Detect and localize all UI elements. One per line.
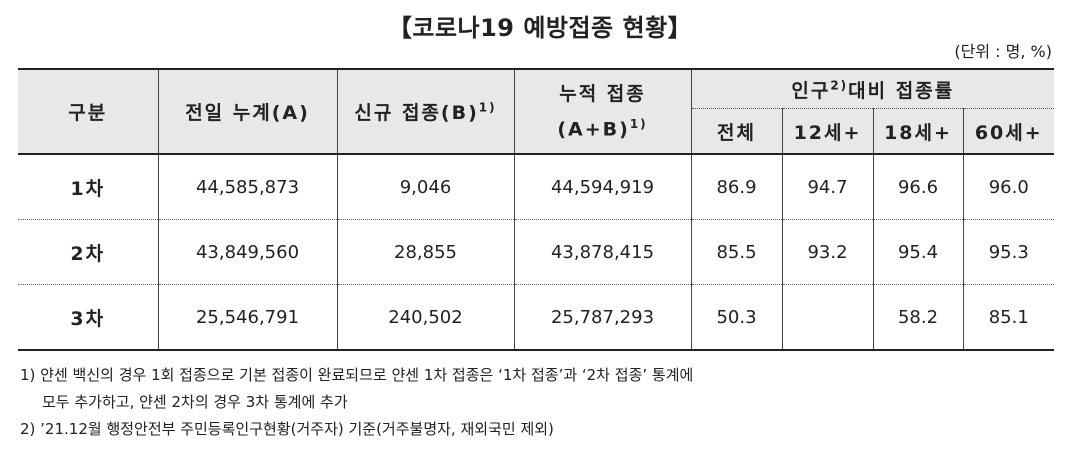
- row-category: 3차: [18, 284, 159, 351]
- footnote-1-line2: 모두 추가하고, 얀센 2차의 경우 3차 통계에 추가: [42, 393, 348, 411]
- header-rate-post: 대비 접종률: [848, 79, 955, 102]
- header-prev-total: 전일 누계(A): [157, 68, 338, 155]
- header-rate-12: 12세+: [781, 108, 874, 155]
- cell-new: 9,046: [336, 154, 515, 220]
- cell-new: 28,855: [336, 219, 515, 285]
- cell-rate-18: 96.6: [872, 154, 964, 220]
- cell-prev-total: 43,849,560: [157, 219, 338, 285]
- cell-rate-60: 85.1: [962, 284, 1055, 351]
- table-row: 1차 44,585,873 9,046 44,594,919 86.9 94.7…: [18, 154, 1055, 220]
- footnote-1-line1: 1) 얀센 백신의 경우 1회 접종으로 기본 접종이 완료되므로 얀센 1차 …: [20, 366, 694, 384]
- cell-cumulative: 44,594,919: [513, 154, 692, 220]
- row-category: 1차: [18, 154, 159, 220]
- cell-rate-60: 96.0: [962, 154, 1055, 220]
- page-title: 【코로나19 예방접종 현황】: [387, 14, 693, 42]
- header-rate-group: 인구2)대비 접종률: [690, 68, 1055, 109]
- cell-rate-18: 58.2: [872, 284, 964, 351]
- table-row: 2차 43,849,560 28,855 43,878,415 85.5 93.…: [18, 219, 1055, 285]
- cell-rate-all: 85.5: [690, 219, 783, 285]
- header-new-label: 신규 접종(B): [354, 102, 479, 124]
- header-cumulative: 누적 접종 (A+B)1): [513, 68, 692, 155]
- header-rate-pre: 인구: [791, 79, 831, 102]
- cell-rate-all: 86.9: [690, 154, 783, 220]
- footnotes: 1) 얀센 백신의 경우 1회 접종으로 기본 접종이 완료되므로 얀센 1차 …: [20, 362, 693, 443]
- cell-prev-total: 44,585,873: [157, 154, 338, 220]
- cell-cumulative: 25,787,293: [513, 284, 692, 351]
- cell-new: 240,502: [336, 284, 515, 351]
- table-row: 3차 25,546,791 240,502 25,787,293 50.3 58…: [18, 284, 1055, 351]
- header-rate-60: 60세+: [962, 108, 1055, 155]
- header-cum-sup: 1): [629, 116, 648, 131]
- cell-rate-60: 95.3: [962, 219, 1055, 285]
- header-cum-line1: 누적 접종: [559, 82, 646, 105]
- cell-rate-12: [781, 284, 874, 351]
- header-rate-18: 18세+: [872, 108, 964, 155]
- header-cum-line2: (A+B): [557, 118, 630, 141]
- cell-rate-18: 95.4: [872, 219, 964, 285]
- unit-label: (단위 : 명, %): [954, 42, 1052, 61]
- row-category: 2차: [18, 219, 159, 285]
- vaccination-table: 구분 전일 누계(A) 신규 접종(B)1) 누적 접종 (A+B)1) 인구2…: [18, 68, 1055, 351]
- cell-rate-12: 93.2: [781, 219, 874, 285]
- header-new-sup: 1): [478, 100, 497, 115]
- cell-cumulative: 43,878,415: [513, 219, 692, 285]
- header-new: 신규 접종(B)1): [336, 68, 515, 155]
- header-rate-all: 전체: [691, 108, 783, 155]
- header-rate-sup: 2): [830, 78, 849, 93]
- cell-rate-all: 50.3: [690, 284, 783, 351]
- cell-prev-total: 25,546,791: [157, 284, 338, 351]
- cell-rate-12: 94.7: [781, 154, 874, 220]
- header-cum-line2-wrap: (A+B)1): [515, 109, 691, 144]
- footnote-2: 2) ’21.12월 행정안전부 주민등록인구현황(거주자) 기준(거주불명자,…: [20, 420, 554, 438]
- header-category: 구분: [18, 68, 159, 155]
